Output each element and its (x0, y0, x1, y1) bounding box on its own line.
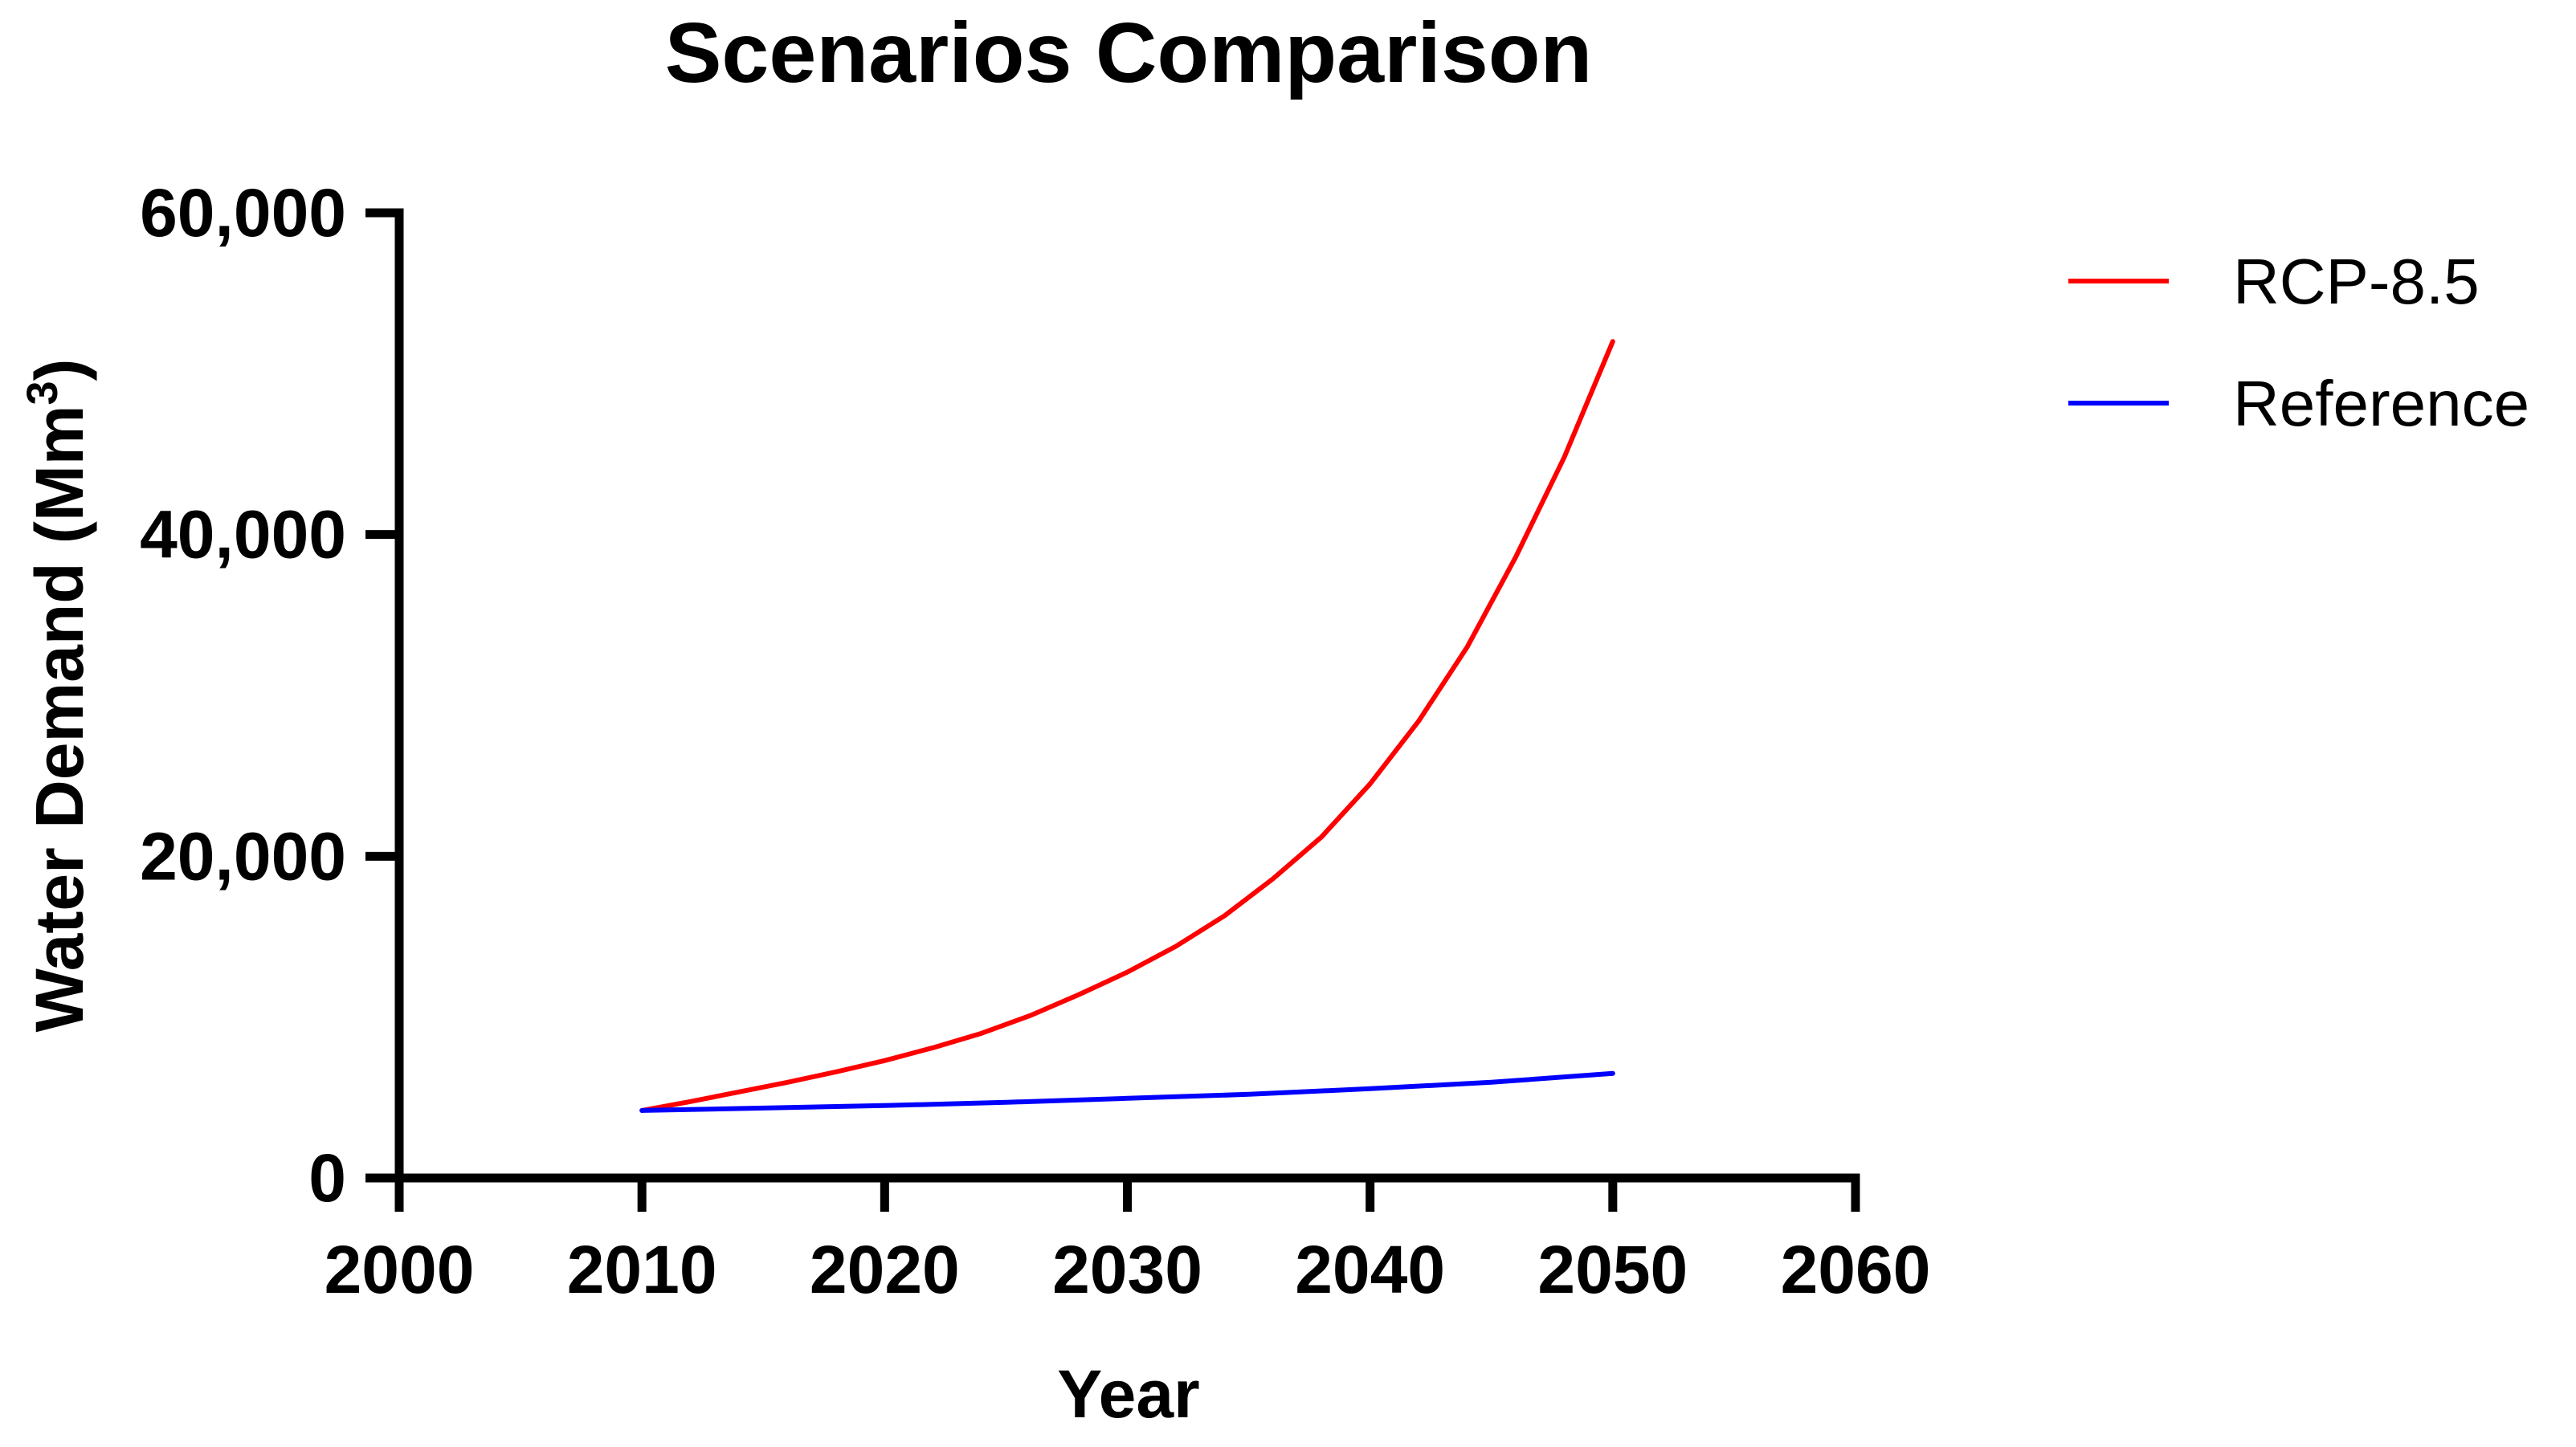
x-tick-label: 2060 (1781, 1232, 1931, 1307)
y-tick-label: 60,000 (140, 175, 346, 251)
y-axis-title-close: ) (22, 358, 97, 381)
legend-label-reference: Reference (2233, 368, 2529, 439)
x-tick-label: 2010 (567, 1232, 717, 1307)
x-tick-label: 2040 (1295, 1232, 1445, 1307)
legend-item-rcp85: RCP-8.5 (2068, 246, 2480, 317)
x-axis-title: Year (1057, 1356, 1200, 1432)
y-axis-ticks: 0 20,000 40,000 60,000 (140, 175, 399, 1216)
y-axis-title-superscript: 3 (18, 381, 67, 405)
y-axis-title: Water Demand (Mm3) (18, 358, 97, 1032)
legend-label-rcp85: RCP-8.5 (2233, 246, 2480, 317)
x-tick-label: 2030 (1052, 1232, 1202, 1307)
y-axis-title-text: Water Demand (Mm (22, 406, 97, 1033)
y-tick-label: 20,000 (140, 818, 346, 894)
series-line-reference (639, 1070, 1615, 1113)
x-axis-ticks: 2000 2010 2020 2030 2040 2050 2060 (325, 1178, 1931, 1307)
axes (394, 208, 1860, 1183)
x-tick-label: 2000 (325, 1232, 475, 1307)
series-line-rcp-8-5 (639, 339, 1615, 1113)
legend: RCP-8.5 Reference (2068, 246, 2529, 439)
x-tick-label: 2020 (810, 1232, 960, 1307)
y-tick-label: 40,000 (140, 497, 346, 573)
y-tick-label: 0 (308, 1140, 346, 1216)
x-tick-label: 2050 (1537, 1232, 1688, 1307)
series-lines (639, 339, 1615, 1113)
chart-title: Scenarios Comparison (665, 6, 1593, 100)
legend-item-reference: Reference (2068, 368, 2529, 439)
